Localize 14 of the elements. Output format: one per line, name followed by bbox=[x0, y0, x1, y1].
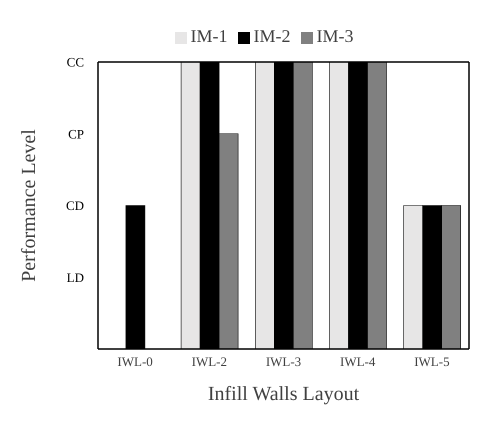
x-tick-label: IWL-5 bbox=[414, 354, 450, 370]
legend-label: IM-1 bbox=[190, 26, 228, 46]
legend-label: IM-3 bbox=[316, 26, 354, 46]
y-axis-title: Performance Level bbox=[18, 128, 40, 282]
x-tick-label: IWL-4 bbox=[340, 354, 376, 370]
text: CC bbox=[66, 54, 84, 70]
x-tick-label: IWL-0 bbox=[117, 354, 153, 370]
x-axis-title: Infill Walls Layout bbox=[208, 383, 360, 405]
text: LD bbox=[66, 270, 84, 285]
text: CP bbox=[68, 126, 84, 142]
x-tick-label: IWL-3 bbox=[266, 354, 302, 370]
text: CD bbox=[66, 198, 84, 214]
x-tick-label: IWL-2 bbox=[192, 354, 227, 370]
legend-label: IM-2 bbox=[254, 26, 290, 46]
